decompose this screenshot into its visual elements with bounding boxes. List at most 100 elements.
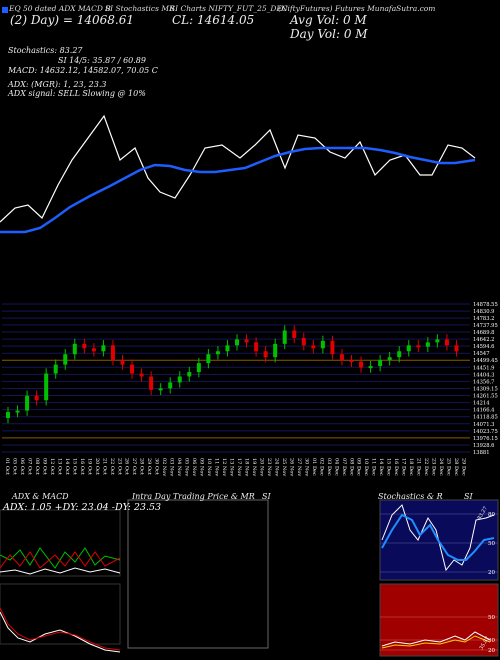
candle-body: [215, 351, 220, 355]
candle-body: [444, 339, 449, 346]
date-axis-label: 12 Nov: [221, 458, 227, 476]
candle-body: [91, 348, 96, 352]
candle-body: [263, 351, 268, 358]
price-axis-label: 13881: [473, 450, 490, 456]
date-axis-label: 09 Dec: [356, 458, 362, 476]
macd-panel: [0, 583, 121, 645]
date-axis-label: 23 Dec: [431, 458, 437, 476]
intraday-panel: [127, 499, 269, 649]
candle-body: [387, 357, 392, 361]
stoch-level-label: 20: [488, 570, 495, 576]
date-axis-label: 26 Nov: [288, 458, 294, 476]
header-line1-mid1: SI Stochastics MR: [105, 4, 175, 13]
candle-body: [72, 343, 77, 355]
candle-body: [139, 373, 144, 377]
price-axis-label: 14499.45: [473, 358, 498, 364]
price-axis-label: 14878.55: [473, 302, 498, 308]
candle-body: [63, 354, 68, 365]
price-axis-label: 14642.2: [473, 337, 494, 343]
date-axis-label: 21 Dec: [416, 458, 422, 476]
date-axis-label: 01 Dec: [311, 458, 317, 476]
date-axis-label: 09 Nov: [199, 458, 205, 476]
header-line1-left: EQ 50 dated ADX MACD B: [9, 4, 111, 13]
price-axis-label: 14023.75: [473, 429, 498, 435]
adx-text: ADX: (MGR): 1, 23, 23.3: [8, 80, 107, 89]
date-axis-label: 30 Nov: [303, 458, 309, 476]
candle-body: [34, 395, 39, 401]
date-axis-label: 30 Oct: [154, 458, 160, 475]
avg-vol-label: Avg Vol: 0 M: [290, 13, 367, 27]
candle-body: [416, 345, 421, 348]
candle-body: [225, 345, 230, 352]
rsi-white-line: [381, 631, 491, 647]
date-axis-label: 11 Nov: [214, 458, 220, 476]
header-line2-left: (2) Day) = 14068.61: [10, 13, 134, 27]
candle-body: [110, 345, 115, 361]
date-axis-label: 26 Oct: [124, 458, 130, 475]
date-axis-label: 08 Oct: [34, 458, 40, 475]
macd-line: [0, 611, 121, 653]
candle-body: [149, 376, 154, 390]
price-axis-label: 14404.3: [473, 372, 494, 378]
date-axis-label: 18 Dec: [408, 458, 414, 476]
date-axis-label: 07 Oct: [26, 458, 32, 475]
date-axis-label: 11 Dec: [371, 458, 377, 476]
candle-body: [235, 339, 239, 346]
candle-body: [320, 340, 325, 349]
candle-body: [6, 412, 10, 419]
date-axis-label: 06 Nov: [191, 458, 197, 476]
adx-line: [0, 551, 121, 569]
adx-panel-title: ADX & MACD: [12, 492, 69, 501]
candle-body: [53, 364, 58, 374]
stoch-level-label: 80: [488, 512, 495, 518]
candle-body: [244, 339, 249, 343]
macd-signal-line: [0, 607, 121, 651]
date-axis-label: 17 Nov: [236, 458, 242, 476]
candle-body: [82, 343, 87, 349]
candle-body: [406, 345, 411, 352]
date-axis-label: 10 Nov: [206, 458, 212, 476]
date-axis-label: 28 Oct: [139, 458, 145, 475]
date-axis-label: 23 Nov: [266, 458, 272, 476]
candle-body: [378, 360, 383, 367]
date-axis-label: 01 Oct: [4, 458, 10, 475]
stoch-slow-line: [381, 513, 495, 561]
rsi-level-label: 30: [488, 638, 495, 644]
price-axis-label: 14547: [473, 351, 490, 357]
stoch-level-label: 50: [488, 541, 495, 547]
date-axis-label: 14 Oct: [64, 458, 70, 475]
candle-body: [196, 363, 201, 373]
date-axis-label: 20 Nov: [258, 458, 264, 476]
price-axis-label: 13976.15: [473, 436, 498, 442]
date-axis-label: 09 Oct: [41, 458, 47, 475]
adx-line: [0, 567, 121, 575]
date-axis-label: 04 Dec: [333, 458, 339, 476]
date-axis-label: 25 Nov: [281, 458, 287, 476]
price-axis-label: 14594.6: [473, 344, 494, 350]
date-axis-label: 19 Nov: [251, 458, 257, 476]
candle-body: [120, 360, 125, 365]
date-axis-label: 08 Dec: [348, 458, 354, 476]
price-axis-label: 14689.8: [473, 330, 494, 336]
candle-body: [168, 382, 173, 389]
candle-body: [273, 343, 278, 358]
candle-body: [368, 366, 373, 369]
candle-body: [206, 354, 211, 364]
date-axis-label: 02 Nov: [161, 458, 167, 476]
date-axis-label: 24 Dec: [438, 458, 444, 476]
date-axis-label: 25 Dec: [446, 458, 452, 476]
day-vol-label: Day Vol: 0 M: [290, 27, 368, 41]
stoch-panel-si: SI: [464, 492, 473, 501]
date-axis-label: 29 Dec: [461, 458, 467, 476]
date-axis-label: 10 Dec: [363, 458, 369, 476]
price-axis-label: 14451.9: [473, 365, 494, 371]
date-axis-label: 27 Nov: [296, 458, 302, 476]
intra-panel-title: Intra Day Trading Price & MR: [132, 492, 255, 501]
intra-panel-si: SI: [262, 492, 271, 501]
date-axis-label: 15 Dec: [386, 458, 392, 476]
candle-body: [292, 330, 297, 338]
candle-body: [454, 345, 459, 352]
stoch-panel-title: Stochastics & R: [378, 492, 443, 501]
date-axis-label: 29 Oct: [146, 458, 152, 475]
date-axis-label: 27 Oct: [131, 458, 137, 475]
